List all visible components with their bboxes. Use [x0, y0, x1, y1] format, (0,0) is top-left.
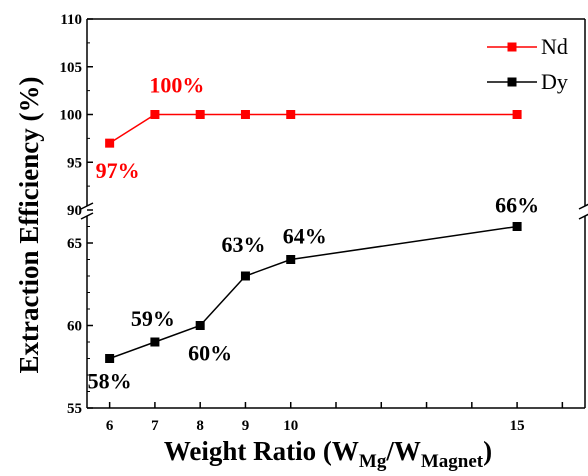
plot-frame — [80, 18, 588, 409]
legend-marker-nd — [507, 42, 517, 52]
x-axis-label-end: ) — [483, 436, 492, 466]
data-point-dy — [240, 271, 250, 281]
data-point-nd — [286, 110, 296, 119]
y-tick-label: 90 — [67, 203, 82, 219]
x-tick-label: 6 — [106, 418, 114, 434]
left-axis-break-mark — [80, 202, 94, 210]
data-label-dy: 60% — [188, 341, 232, 366]
data-point-nd — [512, 110, 522, 119]
y-tick-label: 95 — [67, 155, 82, 171]
y-tick-label: 55 — [67, 401, 82, 417]
legend-label-nd: Nd — [541, 34, 568, 59]
data-label-dy: 63% — [221, 232, 265, 257]
series-layer — [105, 110, 522, 363]
data-point-dy — [195, 321, 205, 330]
series-line-dy — [109, 225, 518, 360]
data-label-nd: 100% — [149, 73, 204, 98]
y-tick-label: 60 — [67, 319, 82, 335]
annotations: 97% 100% 58% 59% 60% 63% 64% 66% — [88, 73, 539, 394]
series-line-nd — [109, 113, 518, 144]
y-tick-label: 100 — [60, 108, 83, 124]
x-tick-label: 8 — [196, 418, 204, 434]
data-point-dy — [150, 337, 160, 347]
x-axis-label-main: Weight Ratio (W — [164, 436, 359, 466]
x-tick-label: 10 — [283, 418, 298, 434]
data-point-dy — [286, 255, 296, 264]
legend-label-dy: Dy — [541, 69, 568, 94]
data-point-nd — [150, 110, 160, 119]
x-axis-label: Weight Ratio (WMg/WMagnet) — [164, 436, 492, 472]
x-tick-label: 9 — [242, 418, 250, 434]
legend-marker-dy — [507, 77, 517, 87]
x-axis-label-sub-mg: Mg — [359, 451, 387, 472]
right-axis-break-mark — [578, 203, 588, 210]
data-label-dy: 64% — [283, 224, 327, 249]
axis-ticks: 90 95 100 105 110 55 60 65 6 7 8 9 10 15 — [60, 12, 564, 434]
data-label-dy: 66% — [495, 193, 539, 218]
data-point-nd — [195, 110, 205, 119]
left-axis-break-mark — [80, 212, 94, 220]
data-point-dy — [105, 354, 115, 363]
data-point-nd — [240, 110, 250, 119]
data-label-dy: 58% — [88, 369, 132, 394]
x-axis-label-mid: /W — [385, 436, 421, 466]
y-tick-label: 65 — [67, 236, 82, 252]
x-tick-label: 7 — [151, 418, 159, 434]
legend: Nd Dy — [487, 34, 568, 94]
data-point-nd — [105, 138, 115, 148]
y-tick-label: 105 — [60, 60, 83, 76]
x-tick-label: 15 — [510, 418, 525, 434]
right-axis-break-mark — [578, 213, 588, 220]
data-label-nd: 97% — [96, 158, 140, 183]
y-axis-label: Extraction Efficiency (%) — [14, 77, 44, 374]
data-label-dy: 59% — [131, 306, 175, 331]
x-axis-label-sub-magnet: Magnet — [421, 451, 484, 472]
y-tick-label: 110 — [60, 12, 82, 28]
data-point-dy — [512, 222, 522, 231]
